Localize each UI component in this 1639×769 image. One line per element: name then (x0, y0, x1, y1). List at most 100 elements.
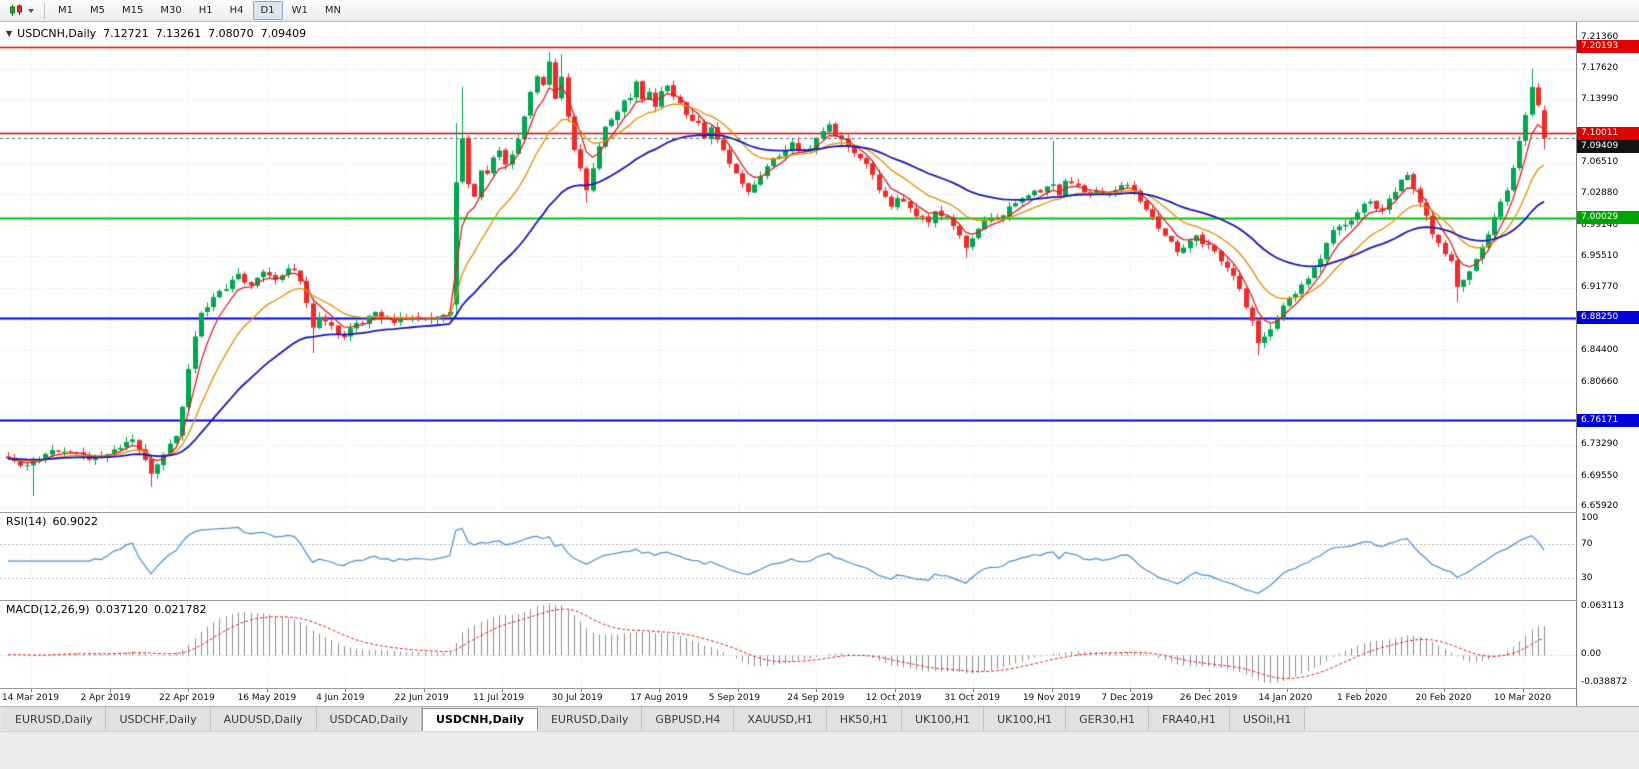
price-badge-6.76171: 6.76171 (1577, 413, 1639, 427)
chart-tab-gbpusd-h4[interactable]: GBPUSD,H4 (642, 707, 735, 731)
date-tick (738, 689, 739, 692)
date-axis-label: 10 Mar 2020 (1494, 693, 1552, 703)
date-tick (1052, 689, 1053, 692)
date-axis-label: 2 Apr 2019 (80, 693, 131, 703)
macd-label: MACD(12,26,9) 0.037120 0.021782 (6, 603, 207, 616)
price-badge-6.88250: 6.88250 (1577, 311, 1639, 325)
toolbar-separator (44, 2, 45, 19)
date-axis-label: 20 Feb 2020 (1415, 693, 1472, 703)
rsi-indicator-canvas[interactable] (0, 512, 1576, 600)
chart-window[interactable]: ▼ USDCNH,Daily 7.12721 7.13261 7.08070 7… (0, 22, 1639, 706)
date-tick (816, 689, 817, 692)
rsi-axis-label: 30 (1581, 572, 1593, 583)
chart-tab-bar: EURUSD,Daily USDCHF,Daily AUDUSD,Daily USDC… (0, 706, 1639, 731)
ohlc-close: 7.09409 (260, 27, 307, 40)
macd-main-value: 0.037120 (95, 603, 149, 616)
chart-tab-usoil-h1[interactable]: USOil,H1 (1229, 707, 1306, 731)
price-axis-label: 6.99140 (1581, 219, 1619, 230)
timeframe-button-w1[interactable]: W1 (291, 5, 308, 16)
chart-tab-xauusd-h1[interactable]: XAUUSD,H1 (734, 707, 827, 731)
date-axis-label: 30 Jul 2019 (551, 693, 603, 703)
date-axis-label: 31 Oct 2019 (944, 693, 1000, 703)
chart-type-tool[interactable] (4, 2, 39, 19)
rsi-indicator-name: RSI(14) (6, 515, 47, 528)
date-axis-label: 22 Apr 2019 (159, 693, 215, 703)
timeframe-button-m5[interactable]: M5 (90, 5, 105, 16)
dropdown-caret-icon (28, 8, 34, 13)
chart-tab-uk100-h1[interactable]: UK100,H1 (902, 707, 985, 731)
chart-tab-ger30-h1[interactable]: GER30,H1 (1066, 707, 1149, 731)
date-axis-label: 22 Jun 2019 (394, 693, 449, 703)
date-axis[interactable]: 14 Mar 2019 2 Apr 2019 22 Apr 2019 16 May 2… (0, 689, 1576, 706)
macd-signal-value: 0.021782 (154, 603, 207, 616)
timeframe-button-h4[interactable]: H4 (229, 5, 244, 16)
date-tick (267, 689, 268, 692)
price-badge-7.20193: 7.20193 (1577, 40, 1639, 54)
price-chart-canvas[interactable] (0, 22, 1576, 512)
date-axis-label: 12 Oct 2019 (865, 693, 922, 703)
chart-tab-audusd-daily[interactable]: AUDUSD,Daily (210, 707, 317, 731)
timeframe-button-d1[interactable]: D1 (252, 1, 283, 20)
date-tick (502, 689, 503, 692)
date-tick (1209, 689, 1210, 692)
price-axis-label: 6.80660 (1581, 376, 1619, 387)
date-axis-label: 5 Sep 2019 (708, 693, 761, 703)
timeframe-toolbar: M1 M5 M15 M30 H1 H4 D1 W1 MN (50, 1, 349, 20)
date-tick (973, 689, 974, 692)
date-axis-label: 14 Mar 2019 (2, 693, 60, 703)
date-axis-label: 4 Jun 2019 (316, 693, 365, 703)
price-axis-label: 7.21360 (1581, 31, 1619, 42)
date-axis-label: 1 Feb 2020 (1336, 693, 1388, 703)
chart-tab-fra40-h1[interactable]: FRA40,H1 (1149, 707, 1230, 731)
date-axis-label: 19 Nov 2019 (1022, 693, 1081, 703)
macd-axis-label: 0.00 (1581, 649, 1602, 660)
price-axis-label: 6.73290 (1581, 439, 1619, 450)
chart-tab-eurusd-daily[interactable]: EURUSD,Daily (537, 707, 643, 731)
price-axis-label: 7.06510 (1581, 157, 1619, 168)
date-tick (1523, 689, 1524, 692)
chart-tab-usdchf-daily[interactable]: USDCHF,Daily (106, 707, 211, 731)
date-tick (110, 689, 111, 692)
rsi-panel-splitter[interactable] (0, 512, 1639, 513)
chart-title: ▼ USDCNH,Daily 7.12721 7.13261 7.08070 7… (6, 27, 306, 40)
price-axis-label: 6.69550 (1581, 470, 1619, 481)
collapse-arrow-icon[interactable]: ▼ (6, 29, 13, 38)
chart-tab-eurusd-daily[interactable]: EURUSD,Daily (2, 707, 107, 731)
date-tick (1287, 689, 1288, 692)
price-badge-7.09409: 7.09409 (1577, 139, 1639, 153)
price-axis-label: 6.84400 (1581, 344, 1619, 355)
macd-indicator-name: MACD(12,26,9) (6, 603, 90, 616)
date-tick (895, 689, 896, 692)
timeframe-button-m30[interactable]: M30 (160, 5, 182, 16)
price-axis-label: 6.95510 (1581, 250, 1619, 261)
date-tick (659, 689, 660, 692)
timeframe-button-h1[interactable]: H1 (198, 5, 213, 16)
rsi-label: RSI(14) 60.9022 (6, 515, 98, 528)
chart-tab-usdcnh-daily[interactable]: USDCNH,Daily (422, 708, 538, 731)
date-axis-label: 26 Dec 2019 (1179, 693, 1238, 703)
main-toolbar: M1 M5 M15 M30 H1 H4 D1 W1 MN (0, 0, 1639, 22)
chart-symbol-period: USDCNH,Daily (17, 27, 97, 40)
timeframe-button-m15[interactable]: M15 (122, 5, 144, 16)
macd-panel-splitter[interactable] (0, 600, 1639, 601)
rsi-axis-label: 70 (1581, 538, 1593, 549)
bottom-strip (0, 731, 1639, 769)
date-axis-label: 24 Sep 2019 (787, 693, 845, 703)
chart-tab-hk50-h1[interactable]: HK50,H1 (826, 707, 903, 731)
price-badge-7.00029: 7.00029 (1577, 211, 1639, 225)
date-axis-label: 11 Jul 2019 (473, 693, 525, 703)
date-tick (188, 689, 189, 692)
macd-axis-label: 0.063113 (1581, 601, 1624, 611)
date-axis-separator (0, 688, 1639, 689)
ohlc-low: 7.08070 (208, 27, 254, 40)
date-axis-label: 16 May 2019 (237, 693, 297, 703)
price-axis-label: 6.91770 (1581, 282, 1619, 293)
macd-indicator-canvas[interactable] (0, 600, 1576, 688)
chart-tab-uk100-h1[interactable]: UK100,H1 (984, 707, 1067, 731)
date-axis-label: 14 Jan 2020 (1258, 693, 1313, 703)
chart-tab-usdcad-daily[interactable]: USDCAD,Daily (316, 707, 423, 731)
ohlc-open: 7.12721 (103, 27, 149, 40)
timeframe-button-mn[interactable]: MN (324, 5, 341, 16)
timeframe-button-m1[interactable]: M1 (58, 5, 73, 16)
price-axis[interactable]: 7.21360 7.17620 7.13990 7.06510 7.02880 6.991… (1576, 22, 1639, 706)
